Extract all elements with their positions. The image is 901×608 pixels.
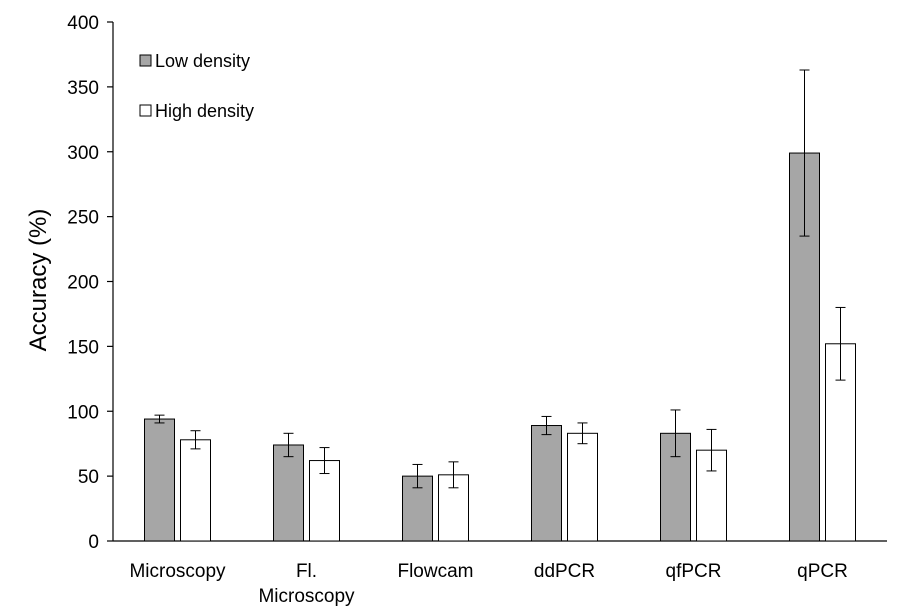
y-axis-title: Accuracy (%) (25, 209, 52, 352)
bar (567, 432, 598, 542)
x-tick-label: Fl. (296, 561, 317, 582)
y-tick-label: 200 (67, 273, 99, 294)
x-tick-label: Flowcam (397, 561, 473, 582)
y-tick-label: 100 (67, 402, 99, 423)
x-axis: Microscopy Fl. Microscopy Flowcam ddPCR qfPCR… (113, 540, 887, 607)
legend-label: High density (155, 101, 254, 121)
y-tick-label: 350 (67, 78, 99, 99)
bar (180, 439, 211, 542)
x-tick-label: ddPCR (534, 561, 595, 582)
bar (144, 418, 175, 542)
y-tick-label: 400 (67, 13, 99, 34)
y-tick-label: 250 (67, 208, 99, 229)
y-axis: 0 50 100 150 200 250 300 350 400 (67, 13, 114, 553)
bar (531, 425, 562, 542)
legend-swatch (139, 54, 152, 67)
legend: Low density High density (139, 51, 254, 121)
x-tick-label: Microscopy (129, 561, 226, 582)
legend-swatch (139, 104, 152, 117)
y-tick-label: 50 (78, 467, 99, 488)
x-tick-label: Microscopy (258, 586, 355, 607)
y-tick-label: 300 (67, 143, 99, 164)
x-tick-label: qPCR (797, 561, 848, 582)
legend-label: Low density (155, 51, 250, 71)
bar (273, 444, 304, 542)
x-tick-label: qfPCR (666, 561, 722, 582)
bars (144, 69, 856, 542)
y-tick-label: 0 (88, 532, 99, 553)
y-tick-label: 150 (67, 337, 99, 358)
bar (438, 474, 469, 542)
